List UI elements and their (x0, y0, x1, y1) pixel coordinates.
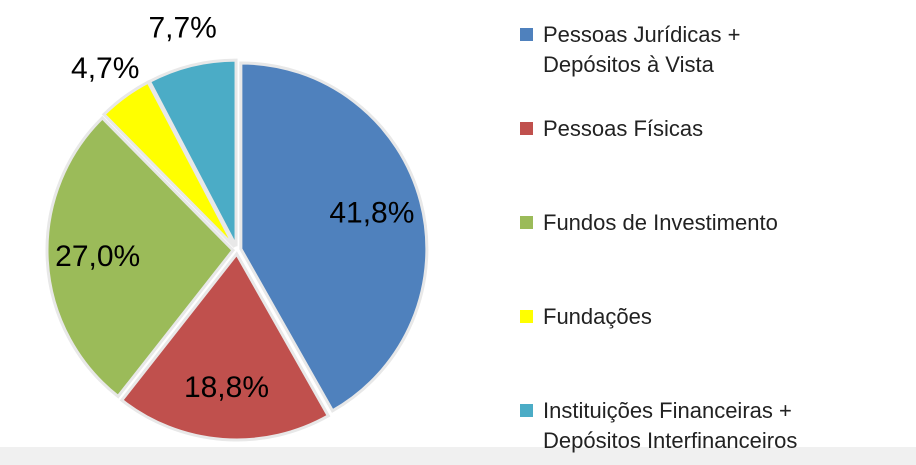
pie-slice (101, 80, 236, 248)
data-label: 7,7% (148, 12, 216, 45)
data-label: 27,0% (55, 240, 140, 273)
legend-swatch (520, 404, 533, 417)
legend-item: Pessoas Físicas (520, 114, 843, 144)
legend-swatch (520, 310, 533, 323)
footer-band (0, 447, 916, 465)
legend-item: Fundos de Investimento (520, 208, 843, 238)
data-label: 4,7% (71, 52, 139, 85)
data-label: 41,8% (329, 196, 414, 229)
pie-slice (119, 251, 331, 442)
pie-slice (147, 58, 238, 247)
legend-item: Instituições Financeiras + Depósitos Int… (520, 396, 843, 456)
legend-label: Instituições Financeiras + Depósitos Int… (543, 398, 798, 453)
legend-swatch (520, 216, 533, 229)
legend-label: Pessoas Jurídicas + Depósitos à Vista (543, 22, 741, 77)
pie-slice (239, 61, 429, 413)
pie-slice (45, 115, 236, 399)
data-label: 18,8% (184, 371, 269, 404)
legend-swatch (520, 28, 533, 41)
legend-item: Fundações (520, 302, 843, 332)
legend-swatch (520, 122, 533, 135)
legend-label: Fundos de Investimento (543, 210, 778, 235)
legend-label: Pessoas Físicas (543, 116, 704, 141)
legend-item: Pessoas Jurídicas + Depósitos à Vista (520, 20, 843, 80)
legend-label: Fundações (543, 304, 652, 329)
